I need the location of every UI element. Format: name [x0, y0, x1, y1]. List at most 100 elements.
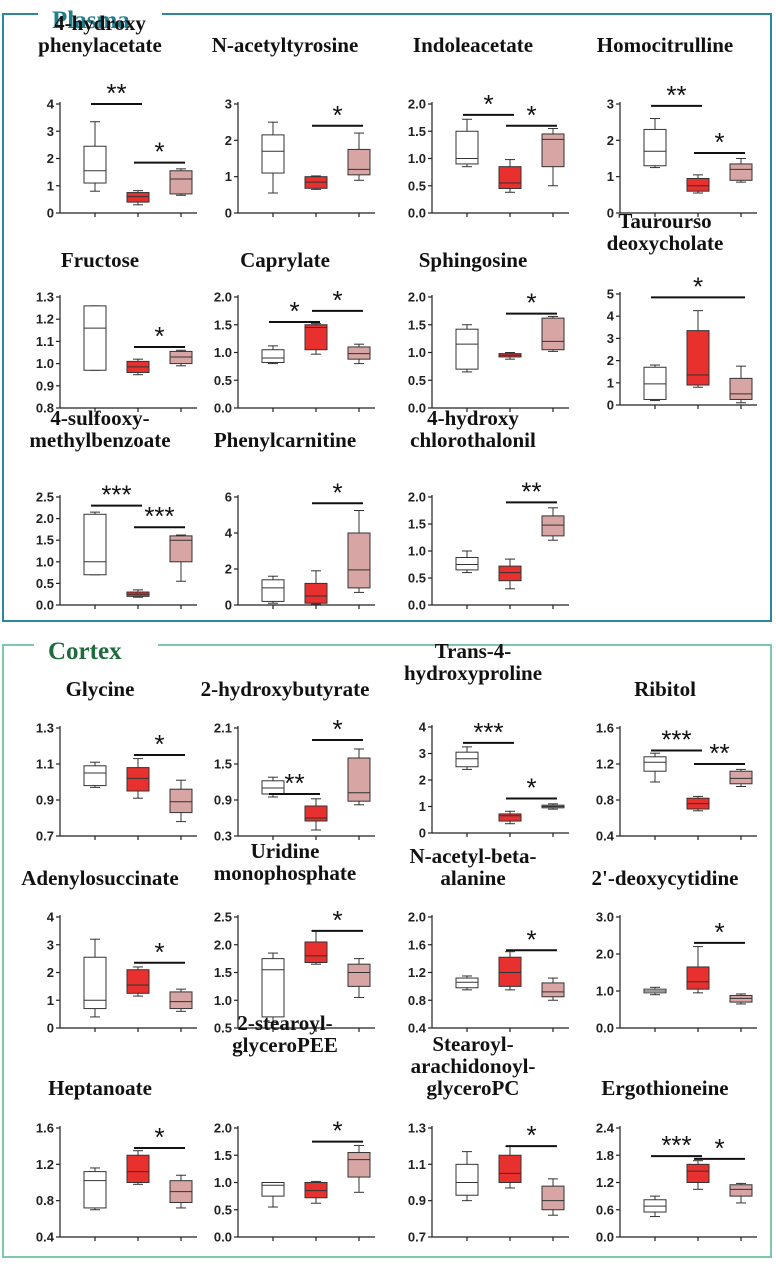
box-rescue	[169, 788, 193, 814]
y-tick-label: 0	[225, 598, 232, 613]
panel-title: chlorothalonil	[410, 428, 536, 452]
y-tick-label: 0	[607, 206, 614, 221]
panel-title: 4-sulfooxy-	[50, 406, 149, 430]
y-tick-label: 2	[607, 353, 614, 368]
y-tick-label: 3	[47, 937, 54, 952]
y-tick-label: 3	[607, 331, 614, 346]
panel-title: arachidonoyl-	[411, 1054, 536, 1078]
box-rescue	[541, 317, 565, 351]
box-control	[83, 956, 107, 1010]
box-treated	[304, 324, 328, 351]
y-tick-label: 0.8	[36, 401, 54, 416]
box-rescue	[347, 1152, 371, 1178]
panel-title: 2'-deoxycytidine	[592, 866, 739, 890]
box-treated	[304, 941, 328, 964]
box-rescue	[347, 346, 371, 360]
box-control	[643, 366, 667, 400]
y-tick-label: 3	[607, 97, 614, 112]
y-tick-label: 2	[225, 133, 232, 148]
box-treated	[498, 956, 522, 987]
y-tick-label: 0.7	[36, 829, 54, 844]
y-tick-label: 1.6	[596, 721, 614, 736]
significance-stars: *	[714, 917, 724, 947]
box-treated	[686, 1163, 710, 1184]
panel-title: Fructose	[61, 248, 139, 272]
y-tick-label: 1.2	[408, 965, 426, 980]
y-tick-label: 0	[47, 206, 54, 221]
significance-stars: **	[666, 80, 686, 110]
box-control	[643, 128, 667, 167]
y-tick-label: 1.5	[214, 965, 232, 980]
panel-title: 2-stearoyl-	[237, 1011, 332, 1035]
y-tick-label: 1.6	[36, 1121, 54, 1136]
y-tick-label: 1.1	[36, 334, 54, 349]
y-tick-label: 1.8	[596, 1148, 614, 1163]
significance-stars: **	[284, 768, 304, 798]
panel-title: deoxycholate	[607, 231, 724, 255]
y-tick-label: 0.0	[214, 1230, 232, 1245]
y-tick-label: 2.0	[408, 910, 426, 925]
y-tick-label: 4	[47, 97, 55, 112]
y-tick-label: 1.0	[408, 345, 426, 360]
panel-title: phenylacetate	[38, 33, 162, 57]
box-treated	[304, 805, 328, 822]
panel-title: Stearoyl-	[432, 1032, 513, 1056]
panel-title: 4-hydroxy	[427, 406, 519, 430]
y-tick-label: 0	[47, 1021, 54, 1036]
y-tick-label: 0.9	[408, 1193, 426, 1208]
significance-stars: *	[714, 127, 724, 157]
panel-title: glyceroPEE	[232, 1033, 338, 1057]
y-tick-label: 2	[47, 151, 54, 166]
box-control	[455, 130, 479, 165]
box-rescue	[347, 963, 371, 987]
y-tick-label: 1	[47, 993, 54, 1008]
box-control	[455, 328, 479, 370]
panel-title: alanine	[440, 866, 505, 890]
plot-panel: 2'-deoxycytidine 0.0 1.0 2.0 3.0 *	[592, 866, 757, 1036]
box-rescue	[729, 163, 753, 181]
y-tick-label: 2.0	[214, 937, 232, 952]
plot-panel: Caprylate 0.0 0.5 1.0 1.5 2.0 * *	[214, 248, 375, 416]
significance-stars: *	[154, 937, 164, 967]
y-tick-label: 0.9	[36, 378, 54, 393]
y-tick-label: 0.3	[214, 829, 232, 844]
y-tick-label: 1.3	[408, 1121, 426, 1136]
box-control	[83, 305, 107, 371]
y-tick-label: 0	[419, 826, 426, 841]
y-tick-label: 2	[47, 965, 54, 980]
y-tick-label: 1.1	[36, 757, 54, 772]
box-rescue	[541, 133, 565, 168]
y-tick-label: 1.0	[214, 993, 232, 1008]
box-treated	[304, 582, 328, 604]
y-tick-label: 2.1	[214, 721, 232, 736]
box-treated	[686, 177, 710, 192]
y-tick-label: 0.4	[408, 1021, 427, 1036]
box-treated	[686, 330, 710, 386]
panel-title: Taurourso	[618, 209, 711, 233]
panel-title: Glycine	[66, 677, 135, 701]
panel-title: Sphingosine	[419, 248, 528, 272]
panel-title: hydroxyproline	[404, 661, 542, 685]
section-frame	[2, 644, 772, 1258]
box-rescue	[541, 515, 565, 537]
box-rescue	[169, 535, 193, 563]
y-tick-label: 1	[47, 178, 54, 193]
box-control	[83, 513, 107, 576]
y-tick-label: 1.0	[408, 151, 426, 166]
significance-stars: *	[154, 321, 164, 351]
panel-title: N-acetyl-beta-	[409, 844, 536, 868]
box-rescue	[169, 170, 193, 195]
y-tick-label: 0.4	[36, 1230, 55, 1245]
box-rescue	[347, 148, 371, 176]
y-tick-label: 1.0	[596, 984, 614, 999]
significance-stars: ***	[144, 501, 174, 531]
box-treated	[686, 966, 710, 990]
significance-stars: *	[332, 100, 342, 130]
significance-stars: *	[332, 714, 342, 744]
significance-stars: ***	[101, 480, 131, 510]
y-tick-label: 0.7	[408, 1230, 426, 1245]
plot-panel: Adenylosuccinate 0 1 2 3 4 *	[21, 866, 197, 1036]
y-tick-label: 0.0	[408, 206, 426, 221]
